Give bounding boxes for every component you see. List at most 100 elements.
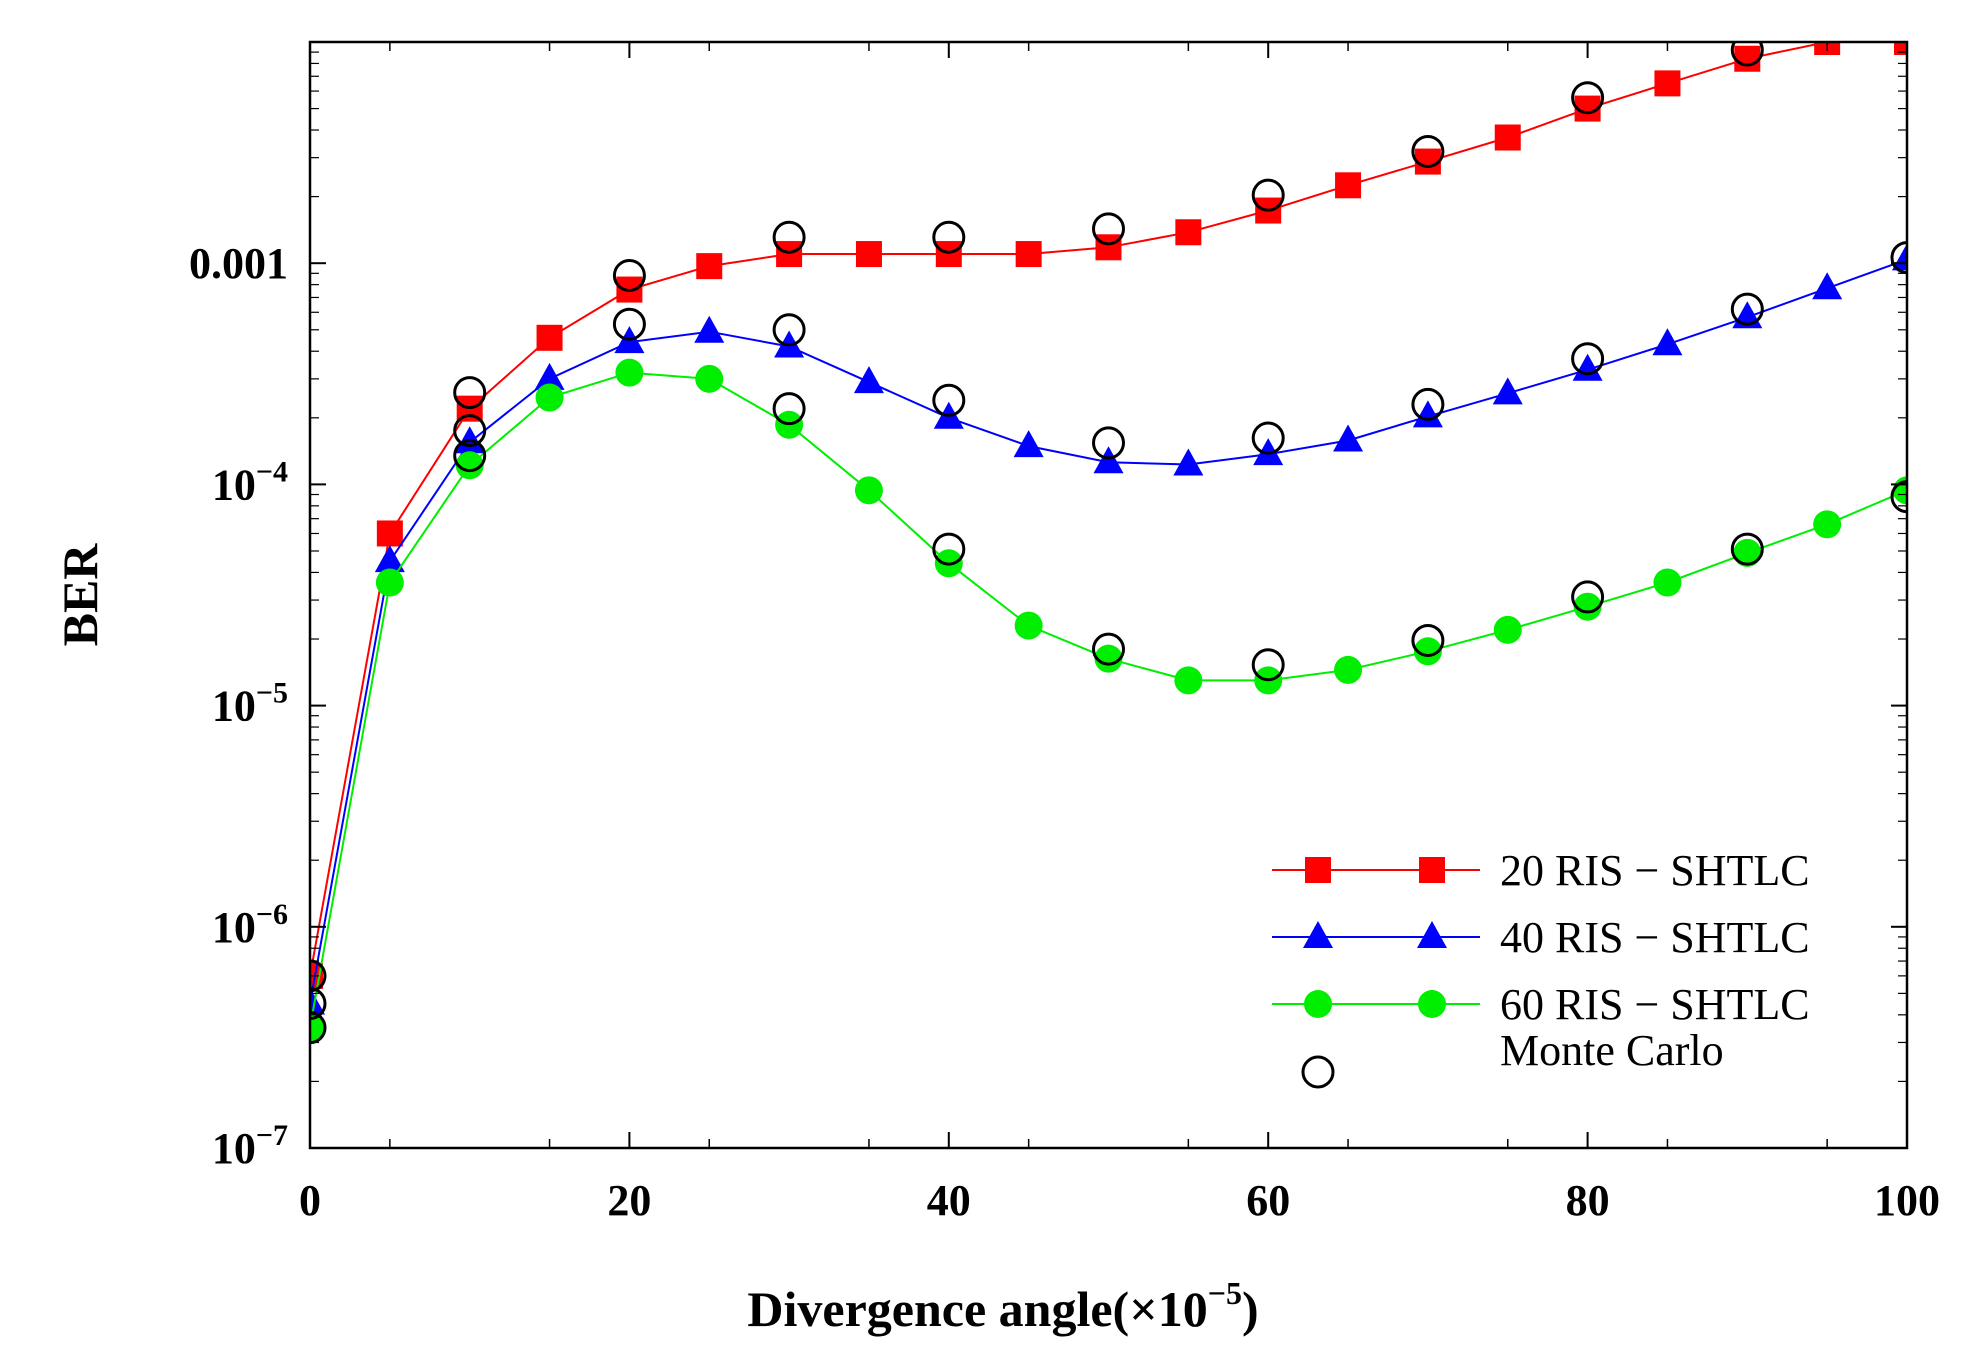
legend-entry-3: 60 RIS − SHTLC — [1272, 980, 1810, 1029]
x-tick-label: 0 — [299, 1176, 321, 1225]
data-point — [1653, 568, 1682, 597]
y-tick-label-exponent: −4 — [256, 455, 288, 488]
monte-carlo-point — [932, 220, 966, 254]
data-point — [375, 568, 404, 597]
monte-carlo-point — [1890, 241, 1907, 275]
data-point — [1652, 328, 1683, 356]
data-point — [535, 383, 564, 412]
monte-carlo-point — [612, 307, 646, 341]
legend-marker — [1417, 921, 1447, 948]
data-point — [376, 520, 403, 547]
data-point — [1175, 219, 1202, 246]
legend-entry-4: Monte Carlo — [1301, 1026, 1724, 1089]
monte-carlo-point — [1251, 421, 1285, 455]
series-layer — [310, 42, 1907, 1042]
monte-carlo-point — [772, 313, 806, 347]
legend-label: 20 RIS − SHTLC — [1500, 846, 1810, 895]
data-point — [1413, 637, 1442, 666]
y-tick-label: 10−6 — [212, 898, 288, 952]
x-tick-label: 20 — [607, 1176, 651, 1225]
legend-marker — [1419, 857, 1445, 883]
data-point — [1493, 615, 1522, 644]
data-point — [1095, 234, 1122, 261]
series-line — [310, 42, 1907, 977]
y-tick-label-base: 10 — [212, 460, 256, 509]
monte-carlo-point — [932, 532, 966, 566]
monte-carlo-point — [1571, 580, 1605, 614]
monte-carlo-point — [612, 258, 646, 292]
data-point — [1174, 666, 1203, 695]
data-point — [1812, 272, 1843, 300]
monte-carlo-point — [310, 1011, 327, 1045]
monte-carlo-point — [932, 383, 966, 417]
plot-frame — [308, 40, 1909, 1150]
data-point — [1733, 538, 1762, 567]
data-point — [1013, 430, 1044, 458]
data-point — [615, 358, 644, 387]
legend-marker — [1304, 990, 1332, 1018]
legend-marker — [1303, 921, 1333, 948]
data-point — [1492, 377, 1523, 405]
x-axis-title-exponent: −5 — [1208, 1275, 1242, 1311]
data-point — [1015, 241, 1042, 268]
x-tick-label: 40 — [927, 1176, 971, 1225]
x-axis-title-suffix: ) — [1242, 1281, 1259, 1337]
data-point — [1094, 644, 1123, 673]
data-point — [694, 315, 725, 343]
data-point — [1014, 611, 1043, 640]
data-point — [534, 362, 565, 390]
data-point — [455, 451, 484, 480]
legend-label: 40 RIS − SHTLC — [1500, 913, 1810, 962]
monte-carlo-point — [1411, 623, 1445, 657]
monte-carlo-point — [453, 414, 487, 448]
data-point — [1654, 70, 1681, 97]
y-tick-labels: 10−710−610−510−40.001 — [189, 239, 288, 1173]
y-tick-label: 10−5 — [212, 677, 288, 731]
y-tick-label-base: 10 — [212, 682, 256, 731]
legend-label: Monte Carlo — [1500, 1026, 1724, 1075]
legend-marker — [1305, 857, 1331, 883]
monte-carlo-point — [772, 392, 806, 426]
monte-carlo-point — [1411, 387, 1445, 421]
legend-entry-2: 40 RIS − SHTLC — [1272, 913, 1810, 962]
series-1 — [310, 42, 1907, 989]
data-point — [935, 241, 962, 268]
data-point — [536, 324, 563, 351]
data-point — [855, 241, 882, 268]
monte-carlo-point — [1092, 632, 1125, 666]
monte-carlo-point — [1571, 81, 1605, 115]
y-tick-label: 10−7 — [212, 1119, 288, 1173]
y-tick-label: 10−4 — [212, 455, 288, 509]
y-axis-title: BER — [52, 543, 108, 647]
series-2 — [310, 243, 1907, 1015]
monte-carlo-point — [1092, 426, 1125, 460]
data-point — [1573, 592, 1602, 621]
x-tick-labels: 0 20 40 60 80 100 — [299, 1176, 1940, 1225]
monte-carlo-point — [1730, 42, 1764, 67]
monte-carlo-point — [310, 959, 327, 993]
y-tick-label-exponent: −7 — [256, 1119, 288, 1152]
x-axis-title-text: Divergence angle(×10 — [747, 1281, 1207, 1337]
monte-carlo-point — [453, 439, 487, 473]
data-point — [854, 476, 883, 505]
data-point — [1494, 124, 1521, 151]
monte-carlo-point — [310, 987, 327, 1021]
monte-carlo-point — [1411, 134, 1445, 168]
monte-carlo-point — [1730, 292, 1764, 326]
legend: 20 RIS − SHTLC 40 RIS − SHTLC 60 RIS − SHT… — [1272, 846, 1810, 1089]
data-point — [1412, 400, 1443, 428]
legend-label: 60 RIS − SHTLC — [1500, 980, 1810, 1029]
data-point — [1093, 446, 1124, 474]
tick-layer — [309, 42, 1908, 1149]
data-point — [776, 241, 803, 268]
y-tick-label-exponent: −5 — [256, 677, 288, 710]
monte-carlo-point — [1251, 178, 1285, 212]
legend-marker — [1301, 1055, 1335, 1089]
data-point — [1813, 510, 1842, 539]
data-point — [1572, 353, 1603, 381]
x-tick-label: 60 — [1246, 1176, 1290, 1225]
monte-carlo-point — [1251, 648, 1285, 682]
data-point — [310, 1013, 324, 1042]
x-tick-label: 100 — [1874, 1176, 1940, 1225]
